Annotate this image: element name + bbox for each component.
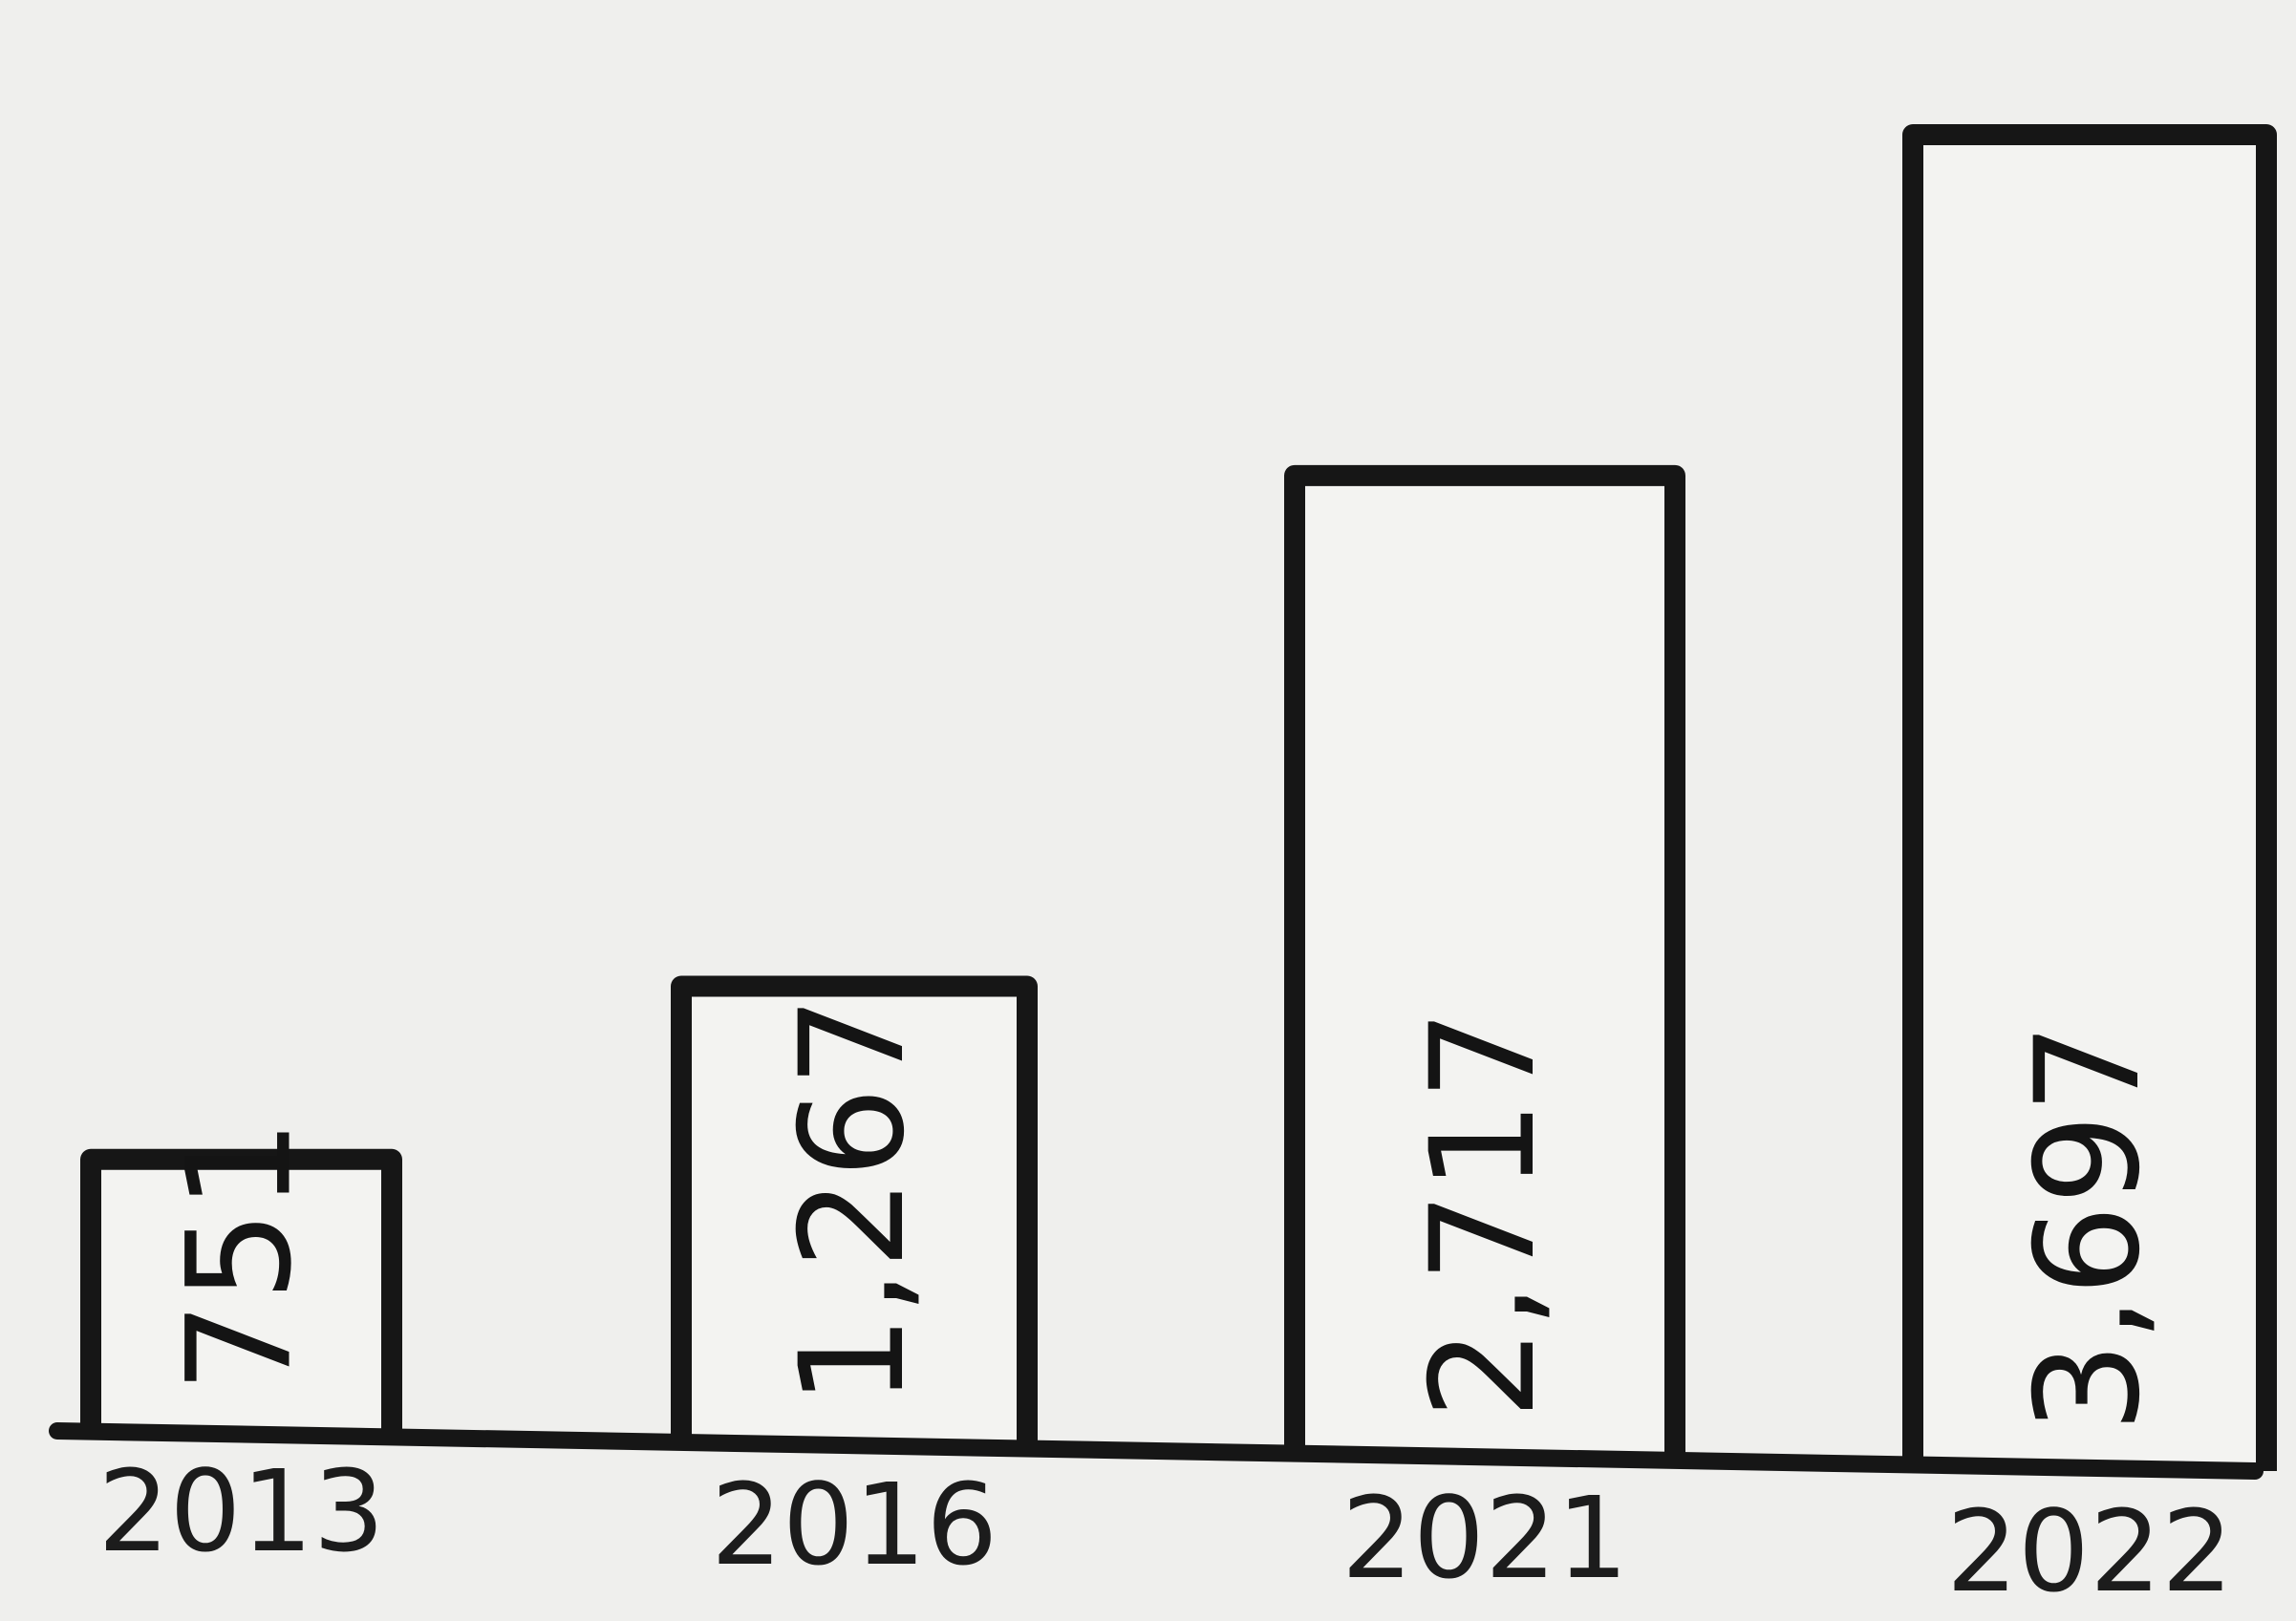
value-label-2021: 2,717 — [1401, 1010, 1567, 1419]
x-tick-label-2016: 2016 — [711, 1459, 998, 1590]
bar-2013 — [80, 1148, 402, 1431]
bar-2022 — [1902, 123, 2277, 1471]
bar-2016 — [671, 975, 1038, 1444]
x-tick-label-2021: 2021 — [1341, 1472, 1628, 1604]
labels-layer: 751 1,267 2,717 3,697 — [158, 996, 2173, 1433]
value-label-2016: 1,267 — [770, 996, 936, 1406]
bar-2021 — [1284, 464, 1685, 1458]
x-axis-ticks: 2013 2016 2021 2022 — [97, 1445, 2233, 1617]
x-tick-label-2022: 2022 — [1946, 1485, 2233, 1617]
bars-layer — [80, 123, 2277, 1471]
value-label-2013: 751 — [158, 1120, 324, 1393]
x-tick-label-2013: 2013 — [97, 1445, 384, 1577]
x-axis-baseline — [49, 1422, 2264, 1480]
value-label-2022: 3,697 — [2006, 1023, 2172, 1433]
